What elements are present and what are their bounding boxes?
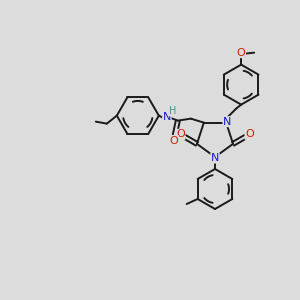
Text: N: N	[211, 153, 219, 163]
Text: N: N	[163, 112, 171, 122]
Text: H: H	[169, 106, 176, 116]
Text: O: O	[245, 129, 254, 140]
Text: O: O	[176, 129, 185, 140]
Text: O: O	[169, 136, 178, 146]
Text: N: N	[223, 117, 231, 127]
Text: O: O	[237, 48, 245, 58]
